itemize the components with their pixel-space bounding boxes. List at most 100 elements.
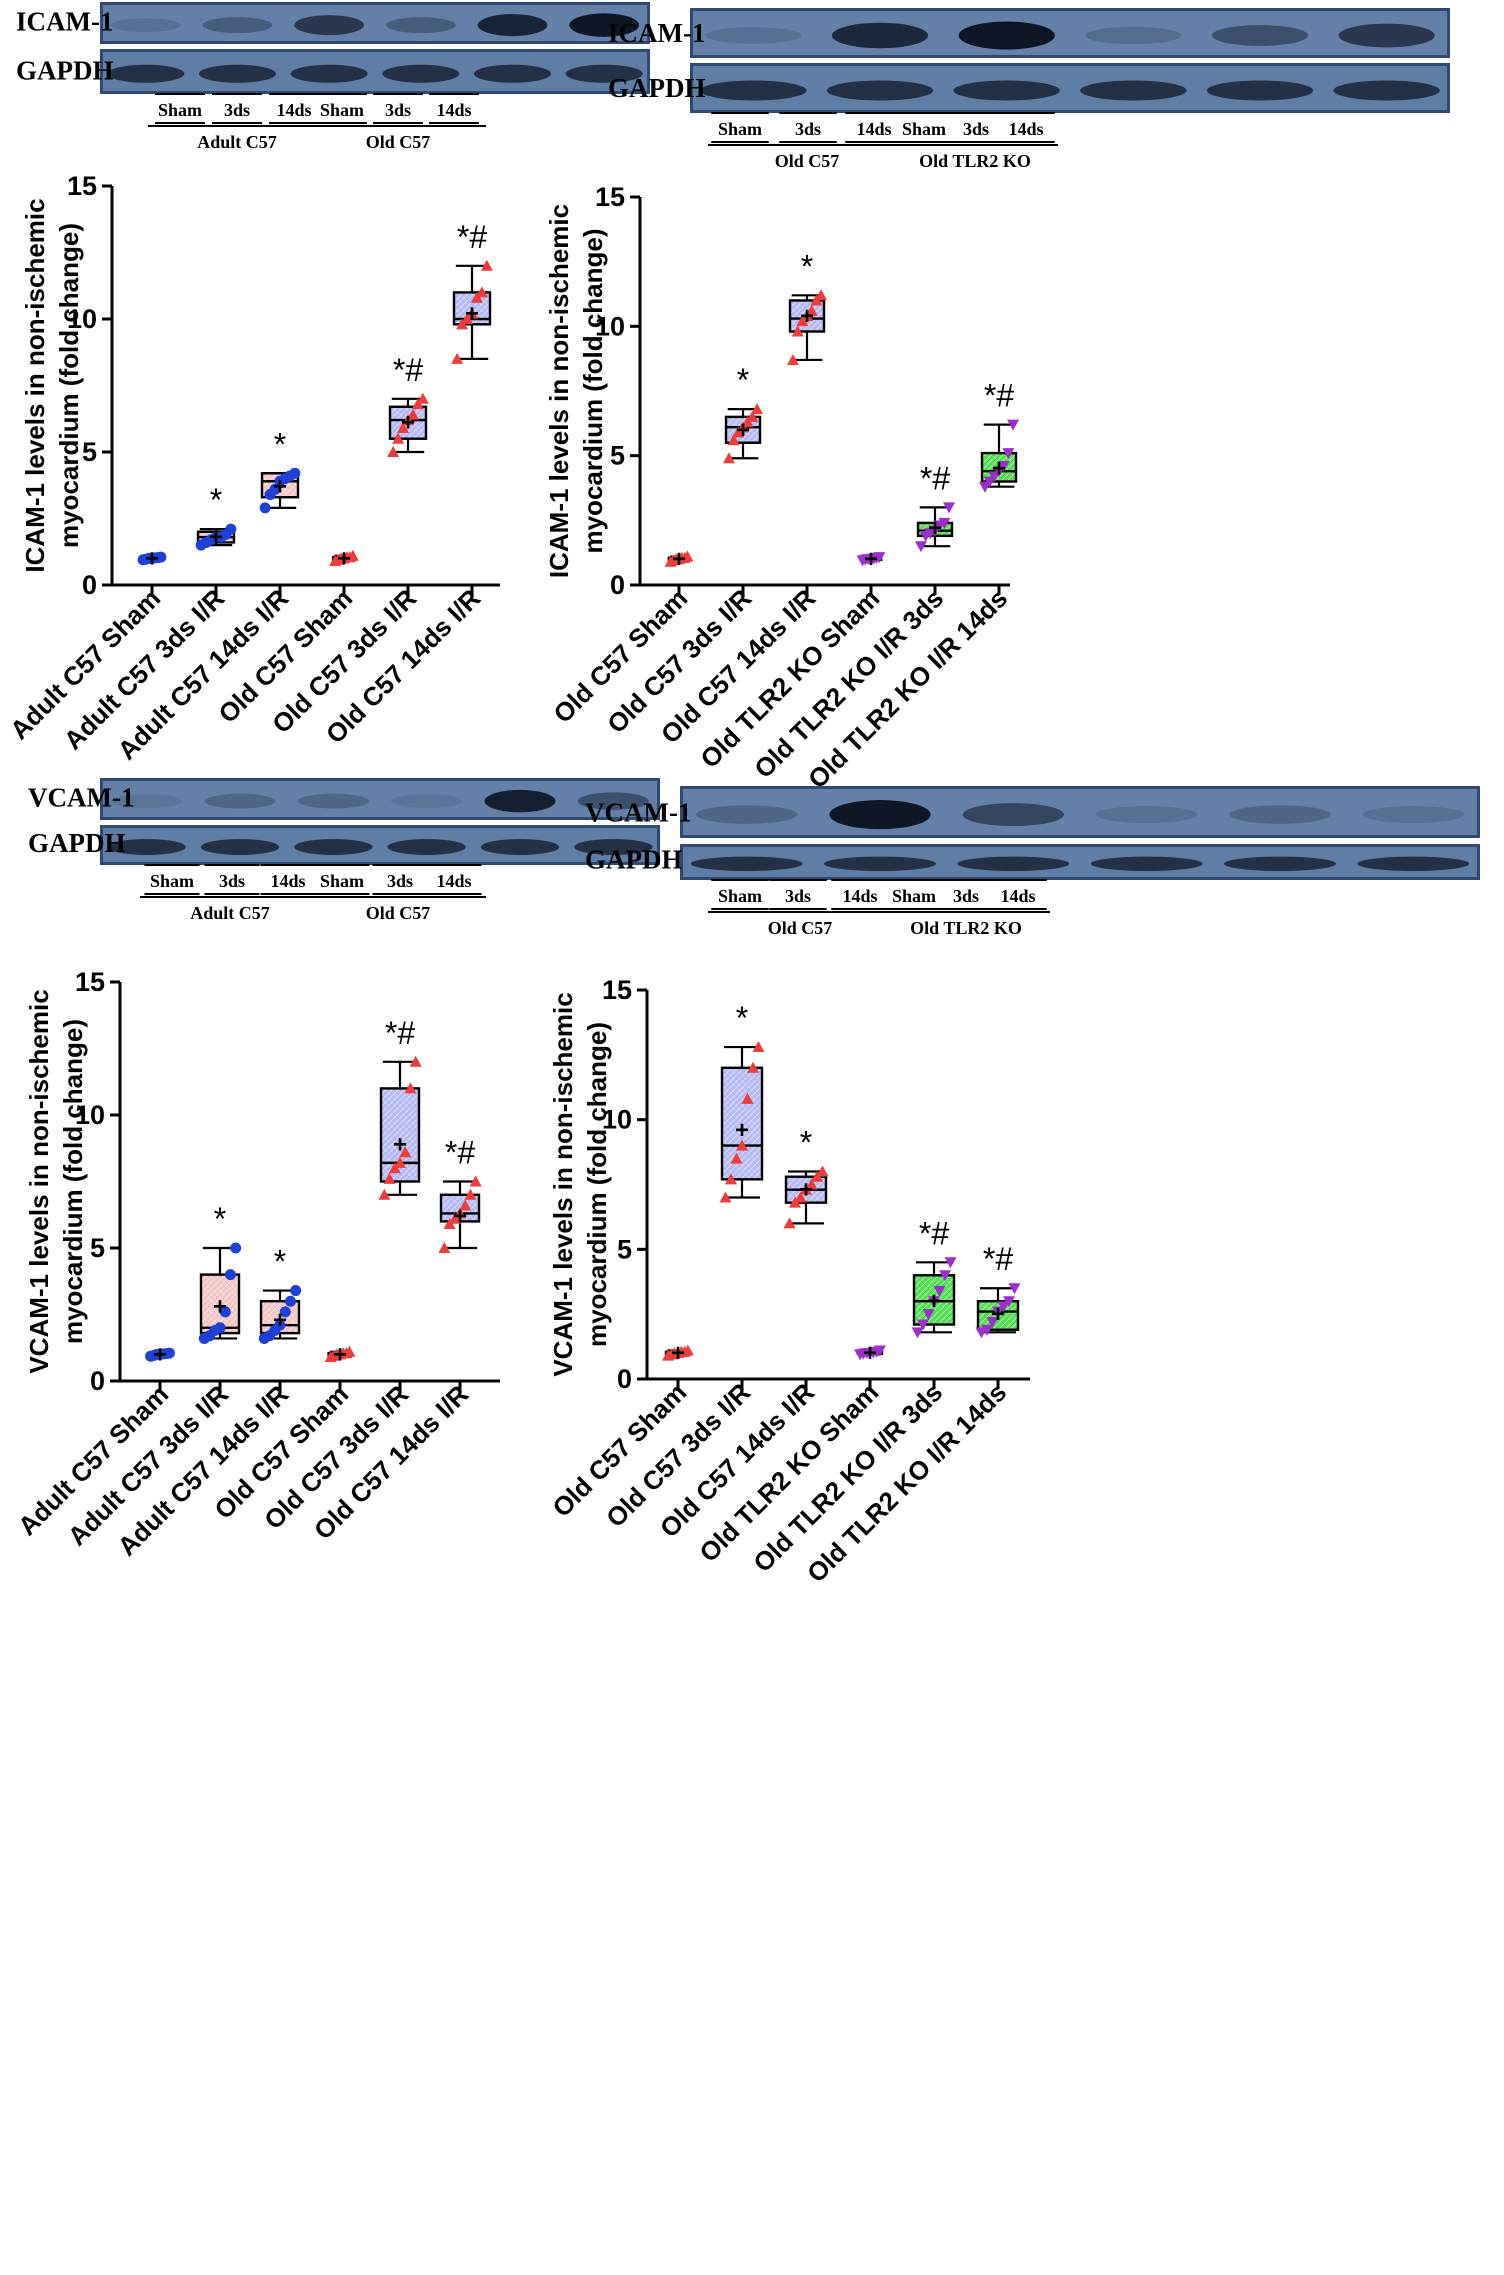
protein-band	[204, 793, 276, 809]
data-point	[794, 1191, 807, 1203]
data-point	[259, 502, 271, 514]
mean-marker: +	[928, 515, 942, 542]
data-point	[938, 517, 951, 529]
data-point	[346, 549, 359, 561]
blot-lane-label: 3ds	[785, 886, 811, 906]
data-point	[230, 1242, 242, 1254]
significance-marker: *#	[984, 378, 1014, 414]
data-point	[475, 286, 488, 298]
blot-lane-label: Sham	[150, 871, 194, 891]
data-point	[163, 1347, 175, 1359]
protein-band	[1211, 25, 1309, 46]
y-tick-label: 5	[617, 1234, 632, 1264]
data-point	[805, 304, 818, 316]
blot-control-label: GAPDH	[585, 844, 683, 874]
data-point	[751, 403, 764, 415]
y-axis-label-line: ICAM-1 levels in non-ischemic	[544, 204, 574, 578]
data-point	[928, 1296, 940, 1308]
mean-marker: +	[333, 1341, 347, 1368]
blot-lane-label: Sham	[158, 100, 202, 120]
blot-lane-label: 14ds	[856, 119, 891, 139]
y-tick-label: 0	[82, 570, 97, 600]
protein-band	[391, 794, 463, 808]
protein-band	[577, 792, 649, 810]
data-point	[438, 1242, 451, 1253]
mean-marker: +	[209, 524, 223, 551]
data-point	[451, 352, 464, 364]
blot-lane-label: 3ds	[385, 100, 411, 120]
mean-marker: +	[672, 546, 686, 573]
blot-panel-sheen	[103, 781, 657, 817]
y-axis-label-line: myocardium (fold change)	[58, 1019, 88, 1344]
y-axis-label-line: ICAM-1 levels in non-ischemic	[20, 198, 50, 572]
blot-lane-label: 3ds	[953, 886, 979, 906]
data-point	[279, 1306, 291, 1318]
gapdh-band	[824, 856, 936, 871]
y-tick-label: 0	[617, 1364, 632, 1394]
box	[720, 1066, 764, 1181]
blot-lane-label: 14ds	[1008, 119, 1043, 139]
blot-protein-label: ICAM-1	[16, 7, 113, 37]
protein-band	[831, 22, 929, 49]
gapdh-band	[953, 80, 1060, 101]
data-point	[722, 452, 735, 464]
blot-protein-label: VCAM-1	[28, 783, 134, 813]
data-point	[719, 1191, 732, 1203]
box	[379, 1087, 421, 1183]
data-point	[997, 461, 1010, 473]
gapdh-band	[387, 839, 466, 855]
gapdh-band	[1090, 856, 1203, 871]
data-point	[480, 259, 493, 271]
y-axis-label-line: myocardium (fold change)	[582, 1022, 612, 1347]
data-point	[943, 502, 956, 514]
data-point	[997, 1301, 1010, 1313]
blot-group-label: Adult C57	[197, 132, 277, 152]
data-point	[387, 446, 400, 457]
data-point	[284, 1295, 296, 1307]
blot-lane-label: 14ds	[842, 886, 877, 906]
mean-marker: +	[337, 545, 351, 572]
mean-marker: +	[735, 1117, 749, 1144]
blot-lane-label: 3ds	[219, 871, 245, 891]
blot-panel-sheen	[683, 789, 1477, 835]
blot-lane-label: 14ds	[436, 100, 471, 120]
y-axis-label-line: myocardium (fold change)	[54, 223, 84, 548]
data-point	[392, 432, 405, 444]
data-point	[1002, 448, 1015, 460]
western-blot-icam-right: ICAM-1 GAPDH Sham 3ds 14ds Sham 3ds 14ds Old C57…	[608, 8, 1450, 171]
western-blot-vcam-right: VCAM-1 GAPDH Sham 3ds 14ds Sham 3ds 14ds Old C57…	[585, 786, 1480, 938]
y-tick-label: 15	[75, 967, 105, 997]
data-point	[727, 434, 740, 446]
significance-marker: *#	[385, 1015, 415, 1051]
y-axis-label-line: myocardium (fold change)	[578, 228, 608, 553]
y-tick-label: 0	[90, 1366, 105, 1396]
data-point	[786, 353, 799, 365]
data-point	[214, 1322, 226, 1334]
y-axis-label: ICAM-1 levels in non-ischemic myocardium …	[544, 204, 608, 578]
gapdh-band	[290, 64, 368, 83]
blot-group-label: Old TLR2 KO	[910, 918, 1022, 938]
blot-lane-label: 3ds	[224, 100, 250, 120]
blot-lane-label: Sham	[718, 886, 762, 906]
mean-marker: +	[401, 410, 415, 437]
significance-marker: *#	[393, 352, 423, 388]
data-point	[1003, 1296, 1015, 1308]
data-point	[466, 307, 478, 319]
protein-band	[386, 17, 456, 34]
mean-marker: +	[273, 1307, 287, 1334]
blot-control-label: GAPDH	[28, 828, 126, 858]
blot-lane-label: 3ds	[795, 119, 821, 139]
blot-group-label: Old C57	[366, 132, 431, 152]
gapdh-band	[690, 856, 803, 871]
significance-marker: *#	[919, 1215, 949, 1251]
data-point	[681, 550, 694, 562]
significance-marker: *	[274, 426, 286, 462]
blot-lane-label: Sham	[320, 871, 364, 891]
protein-band	[1229, 805, 1331, 824]
y-tick-label: 15	[67, 171, 97, 201]
y-tick-label: 0	[610, 570, 625, 600]
protein-band	[569, 13, 640, 37]
significance-marker: *	[737, 362, 749, 398]
